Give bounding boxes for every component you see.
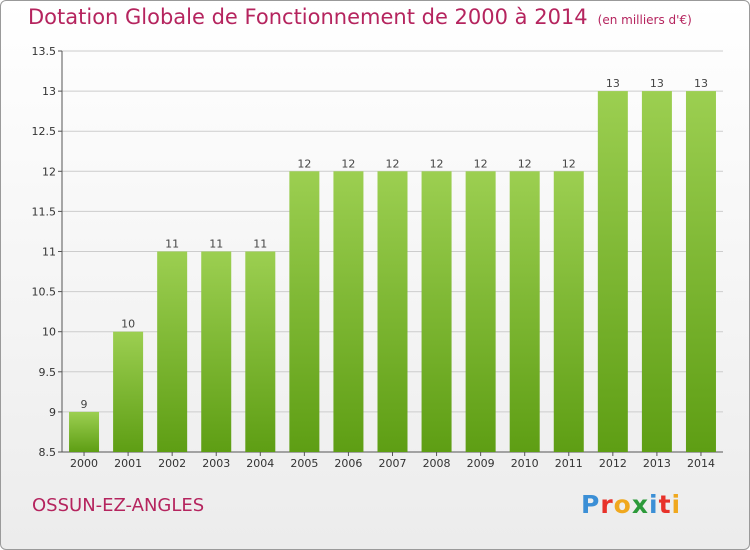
data-label: 12 [474,157,488,170]
data-label: 11 [253,238,267,251]
x-tick-label: 2003 [202,457,230,470]
x-tick-label: 2014 [687,457,715,470]
bar [113,331,144,452]
logo-letter: i [649,490,659,519]
data-label: 13 [606,77,620,90]
logo-letter: P [581,490,601,519]
bar [201,251,232,452]
y-tick-labels: 8.5 9 9.5 10 10.5 11 11.5 12 12.5 13 13.5 [32,45,57,459]
x-tick-label: 2001 [114,457,142,470]
data-label: 12 [341,157,355,170]
bar [69,411,100,452]
x-tick-labels: 2000 2001 2002 2003 2004 2005 2006 2007 2008 2009… [70,457,715,470]
data-label: 12 [386,157,400,170]
y-tick-label: 8.5 [39,446,57,459]
logo-letter: i [671,490,682,519]
x-tick-label: 2005 [290,457,318,470]
x-tick-label: 2012 [599,457,627,470]
data-label: 12 [297,157,311,170]
data-label: 13 [694,77,708,90]
x-tick-label: 2002 [158,457,186,470]
data-label: 12 [430,157,444,170]
y-tick-label: 12 [42,165,56,178]
y-tick-label: 11 [42,246,56,259]
x-tick-label: 2013 [643,457,671,470]
x-tick-label: 2006 [334,457,362,470]
y-tick-label: 12.5 [32,125,57,138]
x-tick-label: 2009 [467,457,495,470]
logo-letter: t [658,490,672,519]
y-tick-label: 10.5 [32,286,57,299]
bar [245,251,276,452]
logo-letter: o [613,490,632,519]
x-tick-label: 2010 [511,457,539,470]
bar [289,171,320,453]
bar [685,91,716,452]
unit-note: (en milliers d'€) [597,13,692,27]
bars [69,91,716,453]
bar [509,171,540,453]
data-label: 11 [165,238,179,251]
chart-title-text: Dotation Globale de Fonctionnement de 20… [28,5,588,29]
y-tick-label: 10 [42,326,56,339]
y-tick-label: 11.5 [32,205,57,218]
bar [333,171,364,453]
data-label: 12 [518,157,532,170]
bar [465,171,496,453]
x-tick-label: 2011 [555,457,583,470]
data-labels: 9 10 11 11 11 12 12 12 12 12 12 12 13 13 13 [81,77,708,411]
proxiti-logo: Proxiti [581,490,681,519]
y-tick-label: 13.5 [32,45,57,58]
data-label: 12 [562,157,576,170]
bar [377,171,408,453]
bar [553,171,584,453]
data-label: 11 [209,238,223,251]
x-tick-label: 2008 [423,457,451,470]
y-tick-label: 13 [42,85,56,98]
bar [641,91,672,452]
y-tick-label: 9 [49,406,56,419]
bar [597,91,628,452]
logo-letter: x [631,490,649,519]
x-tick-label: 2000 [70,457,98,470]
y-tick-label: 9.5 [39,366,57,379]
bar [157,251,188,452]
data-label: 13 [650,77,664,90]
x-tick-label: 2004 [246,457,274,470]
commune-name: OSSUN-EZ-ANGLES [32,495,205,516]
bar [421,171,452,453]
data-label: 9 [81,398,88,411]
data-label: 10 [121,318,135,331]
x-tick-label: 2007 [379,457,407,470]
logo-letter: r [600,490,614,519]
chart-title: Dotation Globale de Fonctionnement de 20… [28,5,692,29]
